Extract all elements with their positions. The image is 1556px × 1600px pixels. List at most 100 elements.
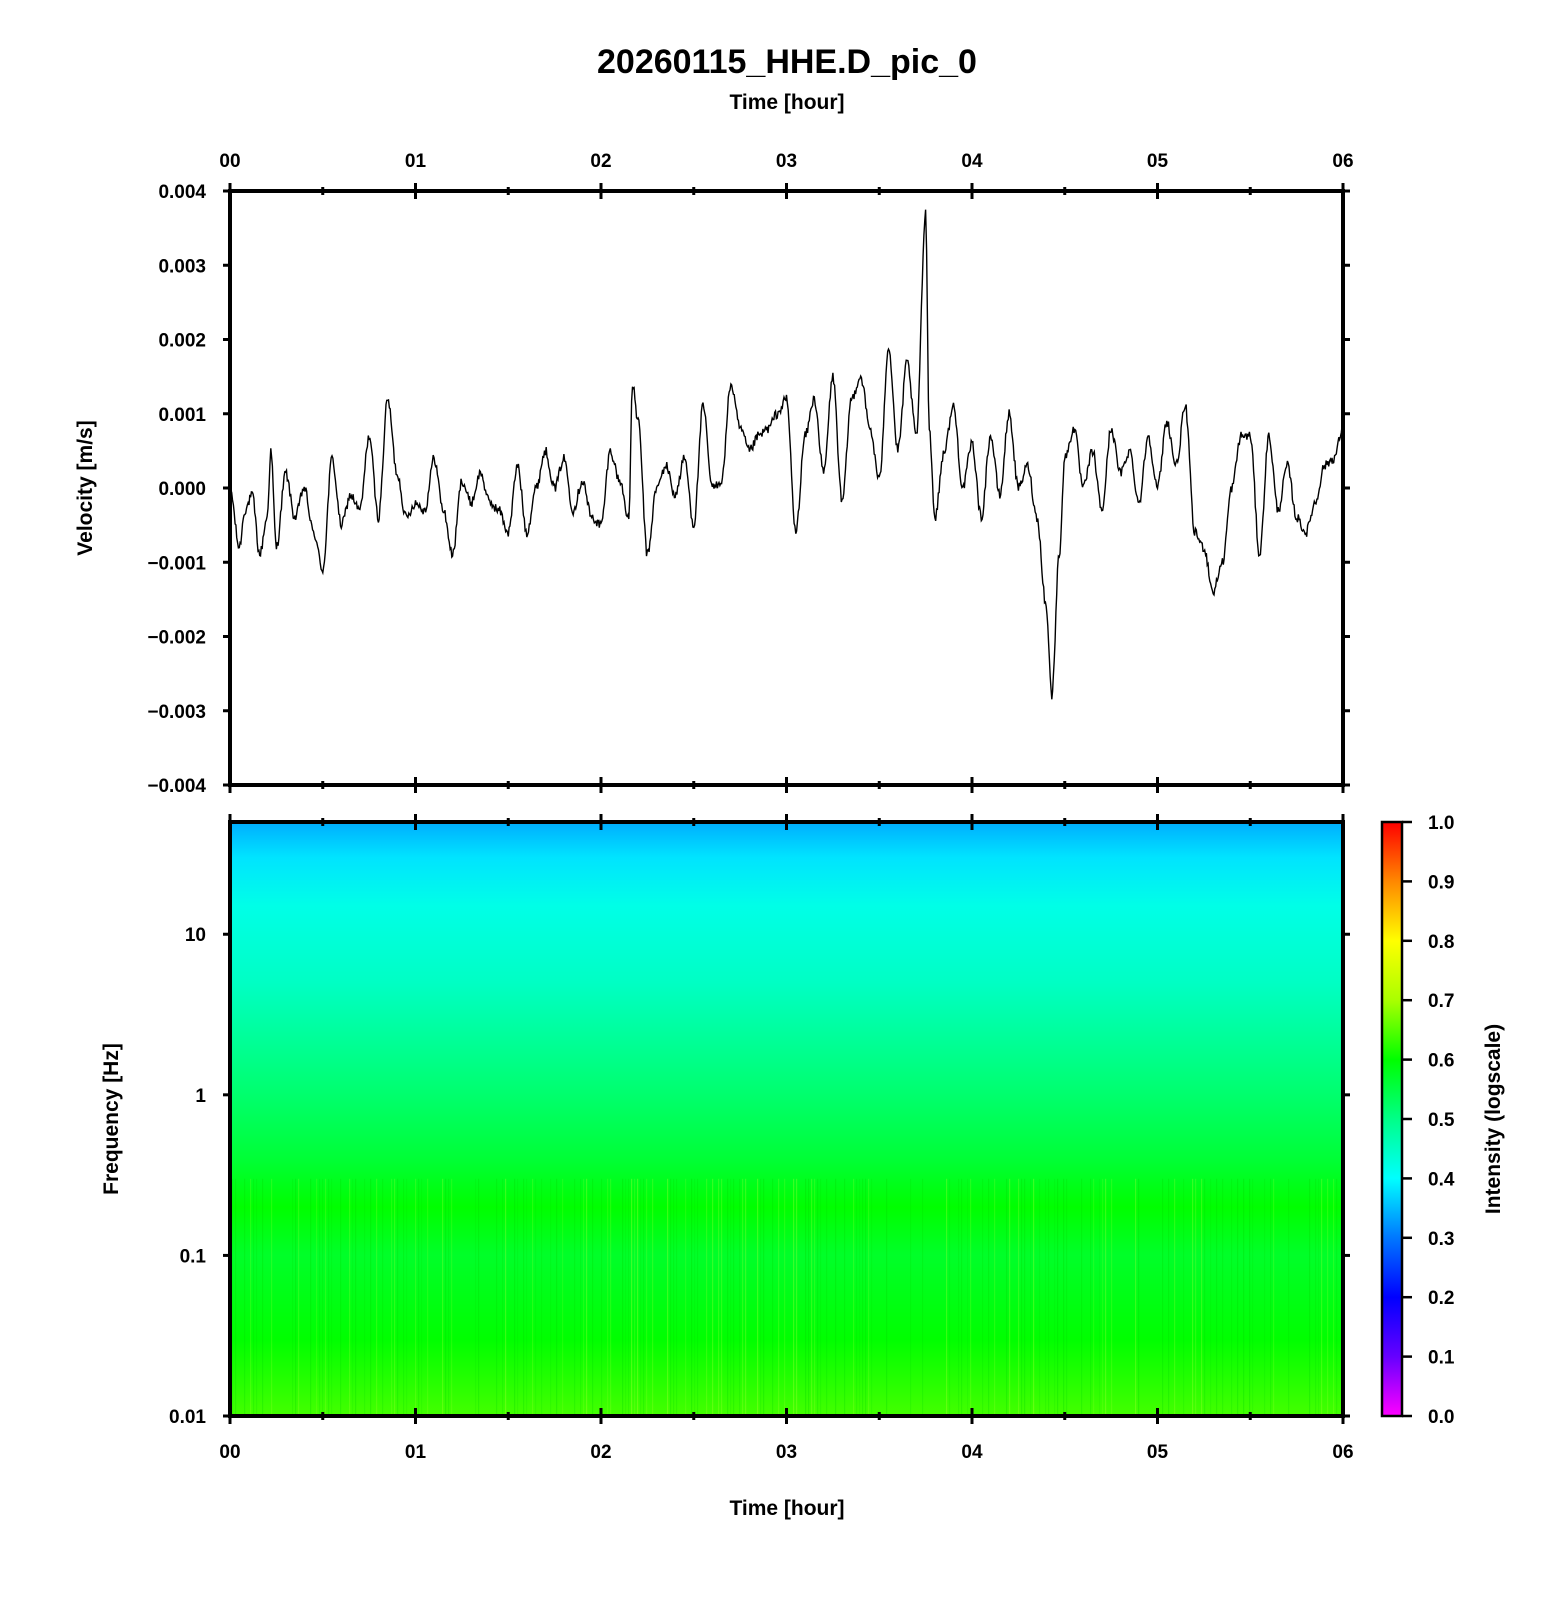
top-x-tick-label: 03 [776, 151, 797, 172]
spectrogram-striation [1168, 1178, 1170, 1416]
spectrogram-striation [376, 1178, 378, 1416]
spectrogram-striation [640, 1178, 642, 1416]
colorbar-tick-label: 0.6 [1428, 1051, 1454, 1072]
spectrogram-striation [1264, 1178, 1266, 1416]
velocity-y-tick-label: −0.001 [147, 553, 206, 574]
spectrogram-striation [364, 1178, 366, 1416]
spectrogram-striation [706, 1178, 708, 1416]
spectrogram-striation [637, 1178, 639, 1416]
spectrogram-striation [772, 1178, 774, 1416]
spectrogram-striation [796, 1178, 798, 1416]
velocity-y-tick-label: 0.004 [158, 182, 206, 203]
spectrogram-striation [1099, 1178, 1101, 1416]
spectrogram-striation [1030, 1178, 1032, 1416]
spectrogram-striation [1216, 1178, 1218, 1416]
spectrogram-striation [592, 1178, 594, 1416]
colorbar-tick-label: 0.3 [1428, 1229, 1454, 1250]
spectrogram-striation [826, 1178, 828, 1416]
spectrogram-striation [514, 1178, 516, 1416]
spectrogram-striation [583, 1178, 585, 1416]
spectrogram-striation [418, 1178, 420, 1416]
bottom-x-tick-label: 02 [590, 1442, 611, 1463]
colorbar-tick-label: 0.5 [1428, 1110, 1455, 1131]
waveform-frame [228, 189, 1345, 787]
velocity-axis-label: Velocity [m/s] [74, 420, 97, 555]
top-x-tick-label: 04 [961, 151, 983, 172]
spectrogram-striation [232, 1178, 234, 1416]
spectrogram-striation [1024, 1178, 1026, 1416]
spectrogram-striation [1252, 1178, 1254, 1416]
spectrogram-striation [1039, 1178, 1041, 1416]
spectrogram-striation [1111, 1178, 1113, 1416]
spectrogram-striation [427, 1178, 429, 1416]
spectrogram-striation [760, 1178, 762, 1416]
frequency-axis-label: Frequency [Hz] [100, 1043, 123, 1195]
colorbar-tick-label: 0.9 [1428, 872, 1454, 893]
top-x-tick-label: 02 [590, 151, 611, 172]
spectrogram-striation [652, 1178, 654, 1416]
spectrogram-striation [727, 1178, 729, 1416]
spectrogram-texture [232, 1178, 1338, 1416]
waveform-x-top-ticks: 00 01 02 03 04 05 06 [219, 151, 1354, 793]
frequency-y-tick-label: 10 [185, 925, 206, 946]
spectrogram-striation [1243, 1178, 1245, 1416]
bottom-x-tick-label: 00 [219, 1442, 240, 1463]
velocity-y-tick-label: 0.000 [158, 479, 206, 500]
spectrogram-striation [982, 1178, 984, 1416]
spectrogram-striation [1201, 1178, 1203, 1416]
spectrogram-striation [382, 1178, 384, 1416]
spectrogram-striation [535, 1178, 537, 1416]
velocity-trace [229, 209, 1344, 700]
spectrogram-striation [1222, 1178, 1224, 1416]
bottom-x-tick-label: 03 [776, 1442, 797, 1463]
spectrogram-striation [319, 1178, 321, 1416]
spectrogram-striation [805, 1178, 807, 1416]
spectrogram-striation [697, 1178, 699, 1416]
spectrogram-striation [340, 1178, 342, 1416]
spectrogram-striation [886, 1178, 888, 1416]
spectrogram-striation [451, 1178, 453, 1416]
top-x-axis-label: Time [hour] [729, 91, 844, 114]
spectrogram-striation [1249, 1178, 1251, 1416]
colorbar-tick-label: 0.1 [1428, 1348, 1455, 1369]
spectrogram-striation [586, 1178, 588, 1416]
spectrogram-striation [292, 1178, 294, 1416]
spectrogram-striation [1006, 1178, 1008, 1416]
spectrogram-striation [1045, 1178, 1047, 1416]
spectrogram-striation [574, 1178, 576, 1416]
spectrogram-striation [1081, 1178, 1083, 1416]
spectrogram-striation [970, 1178, 972, 1416]
spectrogram-striation [1321, 1178, 1323, 1416]
spectrogram-striation [406, 1178, 408, 1416]
spectrogram-striation [739, 1178, 741, 1416]
spectrogram-striation [352, 1178, 354, 1416]
spectrogram-y-ticks: 10 1 0.1 0.01 [169, 925, 1350, 1428]
spectrogram-striation [1210, 1178, 1212, 1416]
spectrogram-striation [1174, 1178, 1176, 1416]
bottom-x-tick-label: 04 [961, 1442, 983, 1463]
bottom-x-tick-label: 06 [1332, 1442, 1353, 1463]
spectrogram-striation [676, 1178, 678, 1416]
spectrogram-striation [643, 1178, 645, 1416]
spectrogram-striation [1231, 1178, 1233, 1416]
velocity-y-tick-label: 0.001 [158, 405, 206, 426]
spectrogram-striation [1057, 1178, 1059, 1416]
spectrogram-striation [244, 1178, 246, 1416]
spectrogram-striation [262, 1178, 264, 1416]
spectrogram-striation [712, 1178, 714, 1416]
spectrogram-striation [1009, 1178, 1011, 1416]
spectrogram-striation [517, 1178, 519, 1416]
spectrogram-striation [394, 1178, 396, 1416]
spectrogram-striation [1054, 1178, 1056, 1416]
spectrogram-striation [1318, 1178, 1320, 1416]
frequency-y-tick-label: 0.1 [180, 1246, 207, 1267]
spectrogram-striation [391, 1178, 393, 1416]
spectrogram-striation [865, 1178, 867, 1416]
spectrogram-striation [415, 1178, 417, 1416]
spectrogram-striation [862, 1178, 864, 1416]
colorbar-tick-label: 0.7 [1428, 991, 1454, 1012]
spectrogram-striation [1102, 1178, 1104, 1416]
spectrogram-striation [316, 1178, 318, 1416]
spectrogram-striation [1183, 1178, 1185, 1416]
spectrogram-striation [1090, 1178, 1092, 1416]
